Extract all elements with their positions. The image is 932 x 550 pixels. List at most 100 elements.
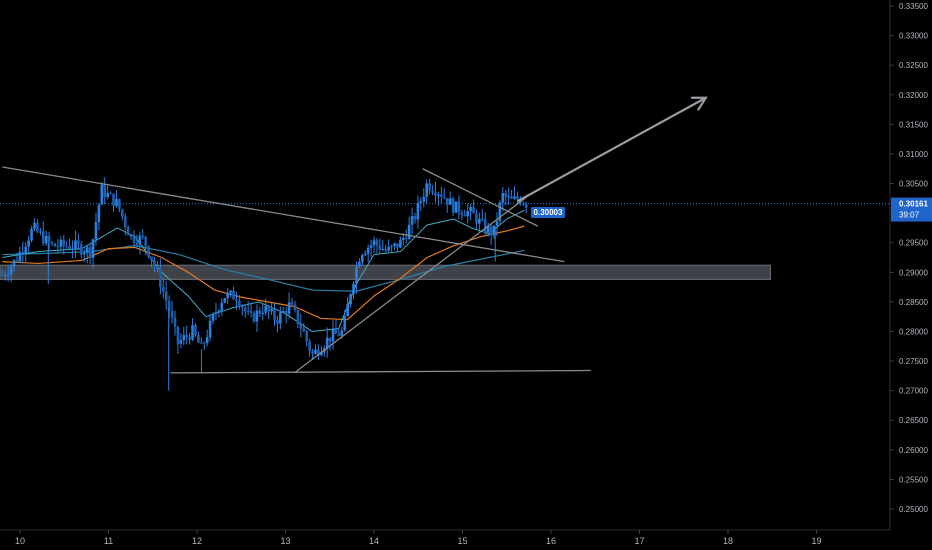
candle-body	[413, 216, 417, 220]
candle	[194, 323, 197, 338]
ascending-trendline[interactable]	[293, 196, 528, 374]
x-tick-label: 13	[280, 536, 290, 546]
candle-body	[249, 311, 253, 313]
price-label-box[interactable]: 0.30003	[531, 206, 565, 218]
candle-body	[74, 240, 77, 249]
candle-body	[457, 201, 461, 213]
candle-body	[410, 216, 414, 225]
y-tick-label: 0.32500	[899, 61, 928, 70]
candle-body	[41, 231, 45, 244]
candle-body	[305, 331, 309, 342]
candle-body	[71, 248, 74, 250]
candle-body	[123, 216, 127, 228]
candle-body	[235, 299, 238, 301]
candle-body	[100, 184, 104, 205]
candle	[328, 337, 332, 351]
candle-body	[302, 328, 306, 332]
candle-body	[65, 245, 68, 247]
candle	[524, 201, 528, 214]
y-tick-label: 0.27000	[899, 387, 928, 396]
candle-body	[112, 193, 115, 207]
candle-body	[366, 247, 370, 254]
candle-body	[486, 226, 490, 233]
candle-body	[194, 325, 197, 335]
y-tick-label: 0.31000	[899, 150, 928, 159]
candle-body	[416, 202, 420, 220]
candle	[495, 212, 499, 237]
candle	[504, 189, 508, 206]
candle-body	[205, 337, 209, 344]
candle	[416, 195, 420, 229]
candle	[12, 259, 16, 272]
candle	[246, 300, 250, 316]
candle-body	[47, 235, 51, 243]
candle-body	[18, 251, 22, 262]
x-tick-label: 18	[723, 536, 733, 546]
candle	[200, 337, 203, 344]
candle-body	[12, 260, 16, 267]
horizontal-support-line[interactable]	[170, 369, 591, 374]
candle	[176, 325, 180, 355]
candle	[132, 230, 136, 248]
candle	[74, 230, 77, 258]
candle	[33, 218, 36, 232]
candle-body	[21, 251, 25, 254]
candle-body	[59, 239, 63, 247]
candle	[112, 193, 115, 212]
candle	[71, 240, 74, 259]
candle	[492, 225, 496, 239]
candle	[393, 242, 396, 250]
x-tick-label: 16	[546, 536, 556, 546]
candle-body	[521, 203, 525, 205]
wedge-upper-trendline[interactable]	[422, 168, 539, 227]
candle	[355, 261, 358, 294]
x-axis[interactable]: 10 11 12 13 14 15 16 17 18 19	[15, 530, 822, 546]
projection-arrow[interactable]	[516, 96, 708, 203]
candle-body	[77, 240, 80, 245]
candle-body	[396, 243, 399, 248]
candle-body	[281, 310, 285, 313]
candle-body	[156, 266, 159, 268]
candle-body	[314, 349, 317, 354]
candle-body	[451, 198, 455, 213]
candle-body	[39, 231, 42, 233]
candle-body	[495, 221, 499, 226]
last-price-badge[interactable]: 0.30161 39:07	[891, 197, 932, 222]
candle-body	[399, 239, 402, 248]
candle-body	[287, 302, 291, 314]
candle-body	[182, 335, 186, 340]
candle-body	[440, 194, 443, 197]
candle	[422, 188, 426, 208]
candle	[115, 190, 118, 208]
candle	[521, 201, 525, 207]
candle	[226, 287, 229, 305]
candle	[434, 182, 437, 203]
candle	[419, 197, 423, 212]
candle-body	[91, 239, 95, 258]
y-tick-label: 0.27500	[899, 357, 928, 366]
candle-body	[167, 300, 171, 311]
candle	[287, 292, 291, 319]
support-zone[interactable]	[0, 264, 771, 280]
candle	[267, 304, 270, 319]
candle-body	[211, 313, 215, 321]
candle-body	[507, 196, 510, 198]
candle	[82, 248, 86, 262]
candle-body	[481, 218, 484, 220]
candle	[161, 277, 165, 299]
candle-body	[404, 237, 408, 239]
candle	[24, 242, 28, 264]
last-price-badge-bg	[891, 197, 932, 222]
candle	[276, 315, 279, 333]
candle	[153, 257, 156, 273]
candle-body	[369, 245, 373, 248]
candle	[185, 325, 188, 345]
candle-body	[284, 310, 288, 314]
candle	[97, 203, 101, 231]
candle-body	[88, 247, 92, 258]
candle-body	[434, 192, 437, 196]
candle	[469, 203, 472, 221]
candle	[191, 318, 194, 342]
descending-trendline[interactable]	[2, 166, 565, 263]
